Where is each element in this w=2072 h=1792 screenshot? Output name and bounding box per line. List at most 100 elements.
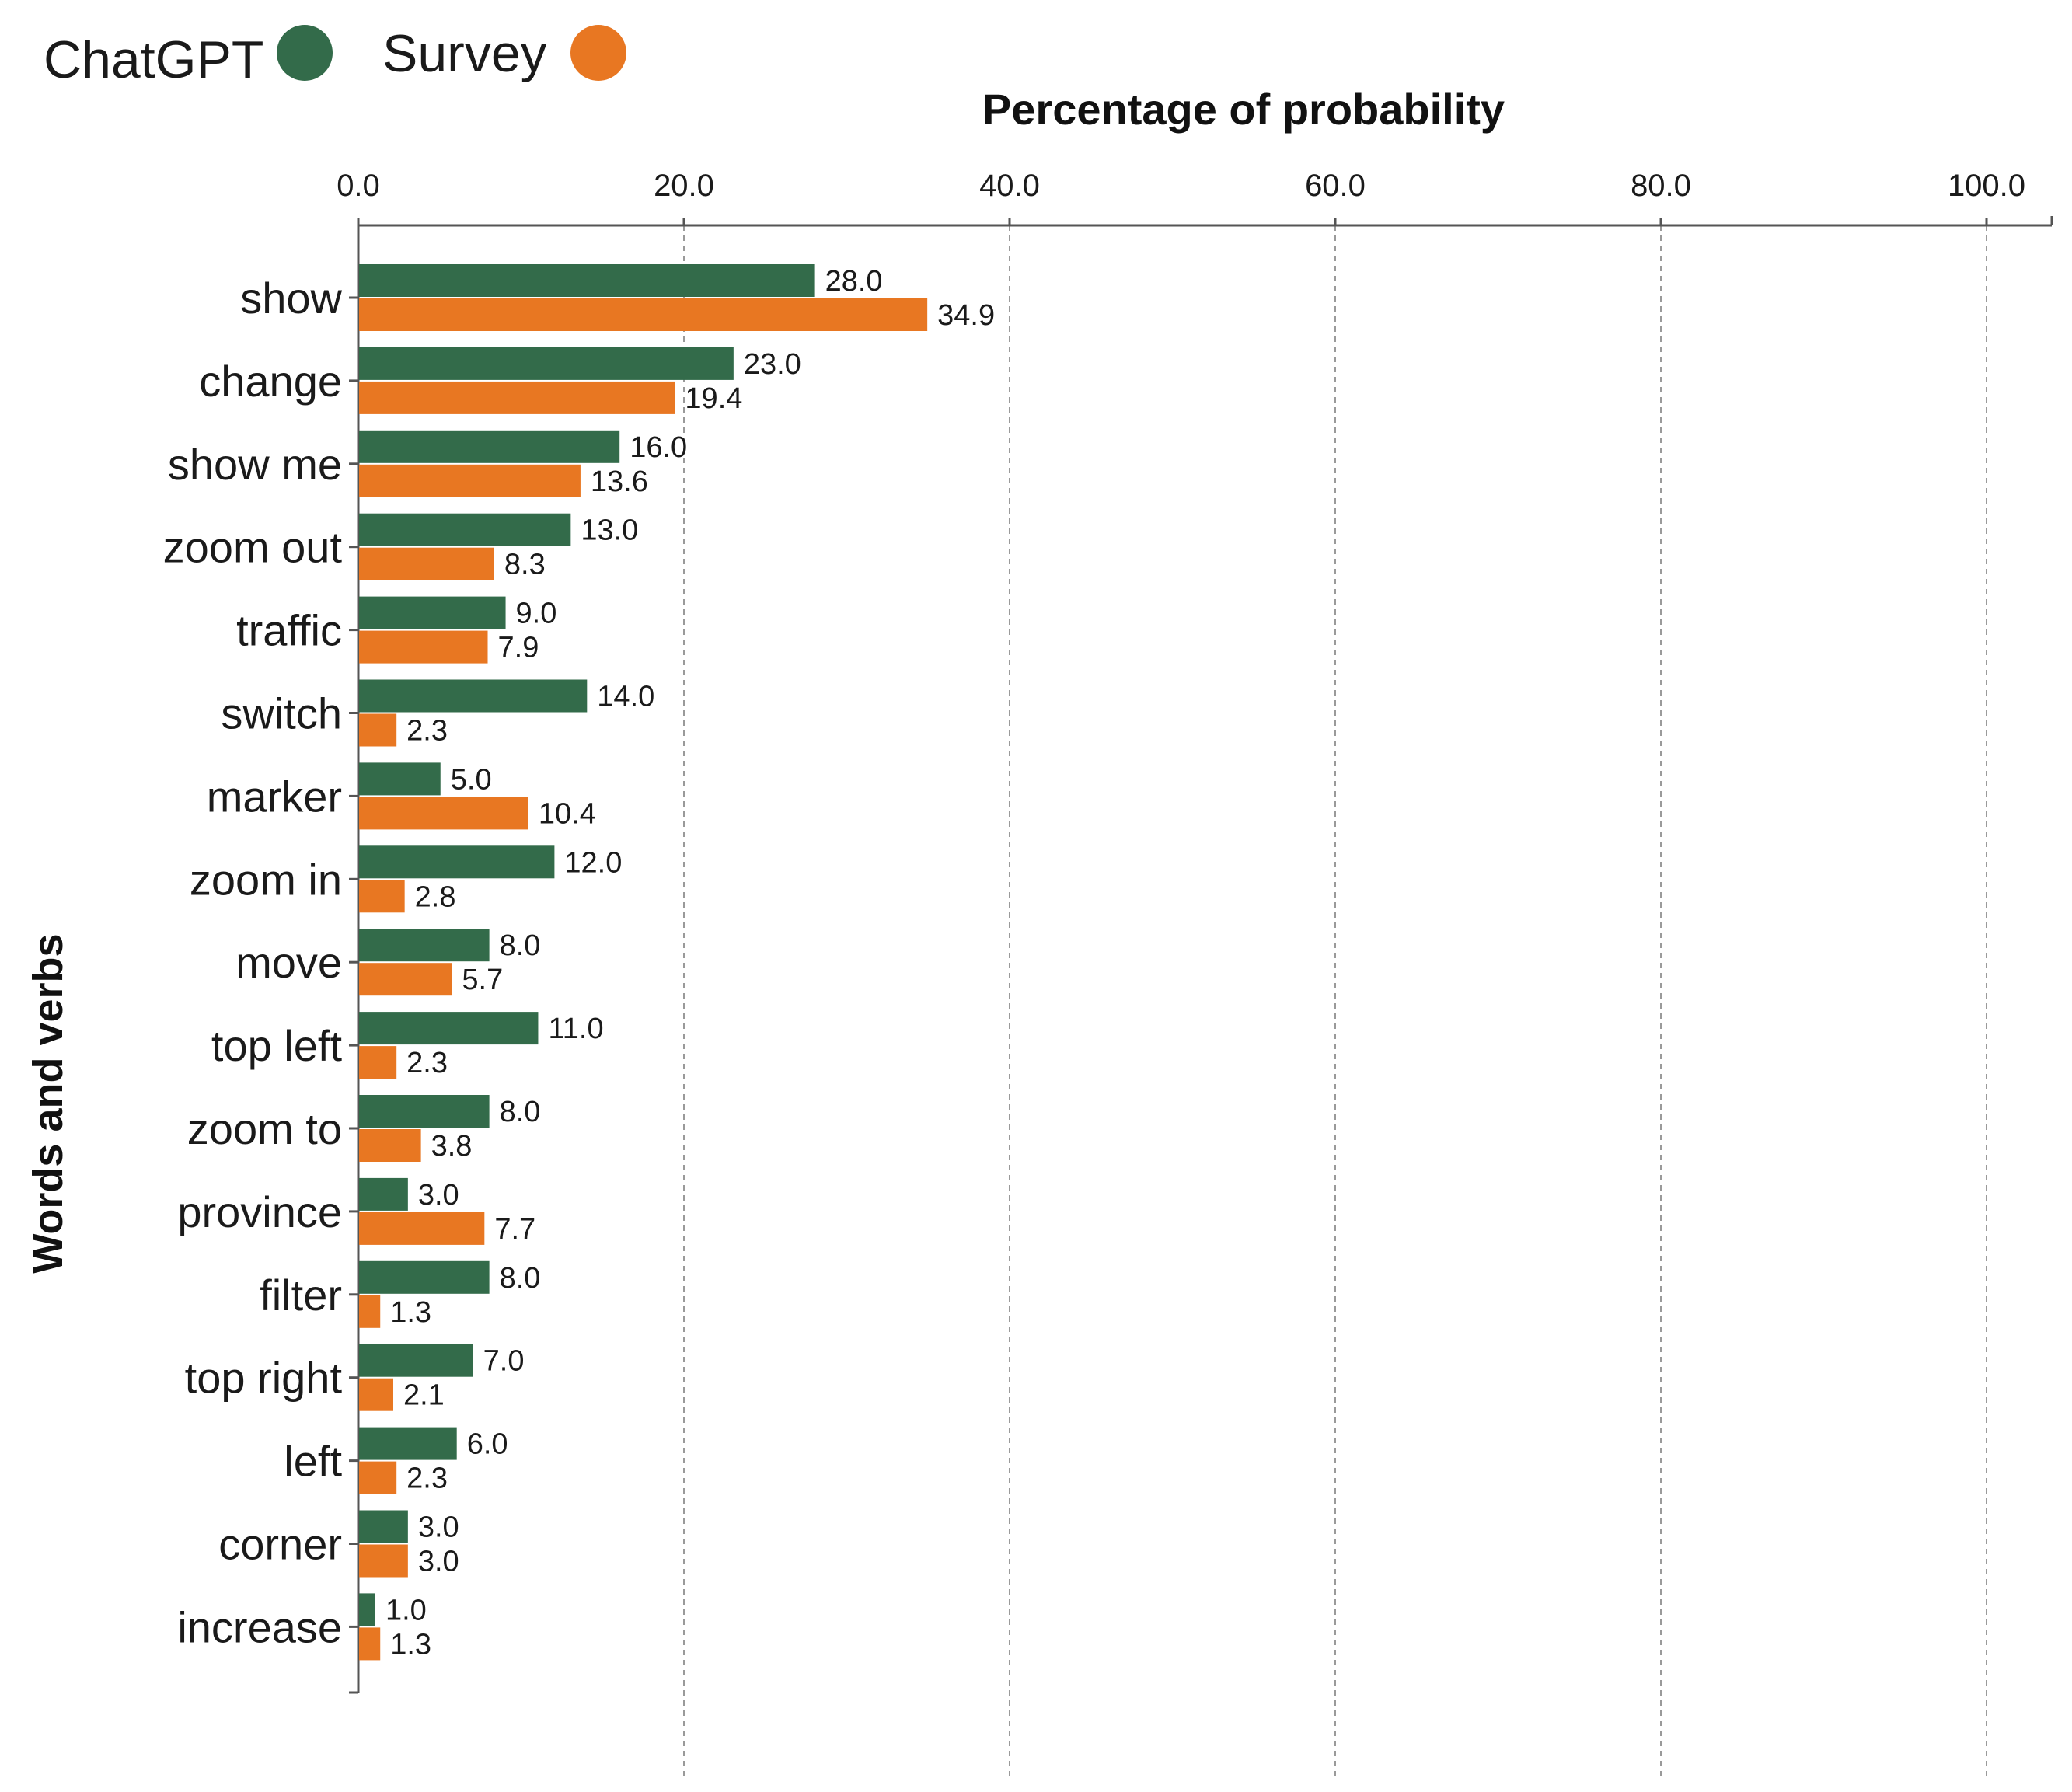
bar-survey: [359, 963, 452, 996]
y-tick-label: traffic: [236, 606, 342, 655]
y-tick-label: province: [177, 1187, 342, 1236]
data-label-survey: 2.3: [406, 715, 448, 748]
data-label-survey: 1.3: [390, 1628, 431, 1661]
bar-survey: [359, 797, 528, 830]
bar-chatgpt: [359, 596, 506, 629]
y-axis-title: Words and verbs: [25, 933, 72, 1273]
data-label-survey: 8.3: [504, 549, 546, 581]
data-label-survey: 7.9: [498, 632, 539, 664]
data-label-chatgpt: 12.0: [564, 846, 622, 879]
data-label-survey: 13.6: [591, 465, 648, 498]
data-label-chatgpt: 7.0: [483, 1345, 525, 1378]
bar-chatgpt: [359, 1177, 408, 1211]
bar-survey: [359, 713, 397, 747]
x-axis: 0.0 20.0 40.0 60.0 80.0 100.0: [337, 169, 2053, 227]
bar-chatgpt: [359, 1260, 490, 1294]
y-tick-label: zoom out: [163, 523, 343, 572]
bar-chatgpt: [359, 1427, 457, 1460]
legend-swatch-survey: [570, 25, 626, 81]
legend: ChatGPT Survey: [44, 24, 626, 89]
data-label-chatgpt: 1.0: [385, 1594, 427, 1626]
bar-chatgpt: [359, 929, 490, 962]
bar-survey: [359, 464, 581, 497]
bar-survey: [359, 630, 488, 664]
legend-label-survey: Survey: [382, 24, 547, 83]
bar-survey: [359, 1461, 397, 1494]
y-tick-label: move: [235, 938, 342, 987]
y-tick-label: corner: [218, 1520, 342, 1569]
y-tick-label: increase: [177, 1602, 342, 1651]
y-tick-label: show: [240, 274, 342, 322]
bar-chatgpt: [359, 513, 571, 546]
y-tick-label: change: [199, 357, 342, 406]
x-axis-title: Percentage of probability: [982, 85, 1505, 134]
data-label-chatgpt: 3.0: [418, 1179, 459, 1212]
data-label-chatgpt: 23.0: [744, 348, 801, 381]
grid: [683, 225, 1987, 1780]
bar-chatgpt: [359, 845, 555, 879]
bar-survey: [359, 1046, 397, 1079]
data-label-chatgpt: 8.0: [500, 1096, 541, 1128]
data-label-survey: 2.3: [406, 1047, 448, 1079]
bar-survey: [359, 880, 405, 913]
y-tick-label: zoom to: [187, 1104, 342, 1153]
x-tick-label: 60.0: [1305, 169, 1366, 203]
bar-chatgpt: [359, 1510, 408, 1543]
bar-survey: [359, 1544, 408, 1578]
data-label-survey: 5.7: [462, 964, 503, 996]
data-label-chatgpt: 8.0: [500, 929, 541, 962]
data-label-chatgpt: 6.0: [467, 1428, 508, 1461]
bar-survey: [359, 298, 928, 331]
bar-survey: [359, 1627, 381, 1661]
bar-chatgpt: [359, 762, 441, 796]
bar-chatgpt: [359, 347, 734, 380]
bar-chatgpt: [359, 1012, 539, 1045]
data-label-survey: 10.4: [539, 797, 596, 830]
data-label-survey: 2.8: [415, 880, 456, 913]
data-label-survey: 3.0: [418, 1546, 459, 1578]
legend-swatch-chatgpt: [277, 25, 333, 81]
bar-chatgpt: [359, 1095, 490, 1128]
x-tick-label: 100.0: [1948, 169, 2025, 203]
data-label-survey: 34.9: [937, 299, 995, 332]
y-tick-label: switch: [221, 689, 342, 738]
bar-chatgpt: [359, 679, 588, 713]
data-label-chatgpt: 9.0: [516, 598, 557, 630]
y-tick-label: top left: [211, 1021, 343, 1070]
data-label-chatgpt: 16.0: [630, 431, 687, 464]
bar-survey: [359, 1212, 485, 1245]
data-label-chatgpt: 3.0: [418, 1511, 459, 1544]
bar-survey: [359, 1129, 421, 1162]
data-label-chatgpt: 13.0: [581, 514, 638, 547]
data-label-survey: 2.3: [406, 1463, 448, 1495]
x-tick-label: 80.0: [1631, 169, 1691, 203]
data-label-survey: 19.4: [685, 382, 742, 415]
bars: 28.0 34.9 23.019.4 16.013.6 13.0 8.3 9.07.9 14.…: [359, 264, 995, 1661]
legend-label-chatgpt: ChatGPT: [44, 30, 263, 89]
data-label-survey: 2.1: [403, 1379, 445, 1412]
bar-survey: [359, 381, 675, 414]
y-axis: show change show me zoom out traffic switch ma…: [163, 225, 360, 1694]
x-tick-label: 40.0: [979, 169, 1040, 203]
data-label-chatgpt: 8.0: [500, 1262, 541, 1295]
x-tick-label: 20.0: [654, 169, 714, 203]
y-tick-label: show me: [168, 440, 342, 489]
bar-survey: [359, 1378, 393, 1411]
bar-chatgpt: [359, 264, 815, 297]
y-tick-label: top right: [185, 1354, 343, 1403]
data-label-survey: 7.7: [494, 1213, 535, 1246]
data-label-chatgpt: 14.0: [597, 681, 654, 713]
bar-chatgpt: [359, 1344, 473, 1377]
data-label-chatgpt: 11.0: [548, 1013, 603, 1045]
y-tick-label: marker: [207, 772, 342, 821]
bar-survey: [359, 547, 494, 580]
data-label-chatgpt: 5.0: [451, 763, 492, 796]
bar-survey: [359, 1295, 381, 1328]
y-tick-label: zoom in: [190, 855, 342, 904]
data-label-survey: 1.3: [390, 1296, 431, 1329]
bar-chatgpt: [359, 430, 620, 463]
x-tick-label: 0.0: [337, 169, 380, 203]
y-tick-label: filter: [260, 1271, 342, 1320]
y-tick-label: left: [284, 1437, 342, 1486]
